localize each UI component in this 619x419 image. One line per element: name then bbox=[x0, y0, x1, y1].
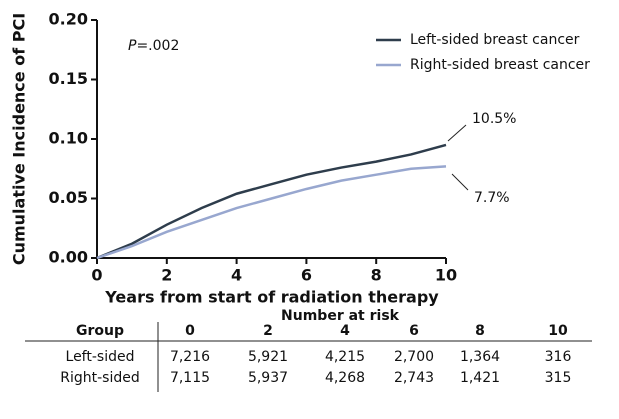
end-label: 7.7% bbox=[474, 190, 510, 206]
y-tick-label: 0.05 bbox=[49, 188, 88, 207]
table-header: 0 bbox=[185, 323, 195, 339]
x-tick-label: 0 bbox=[91, 266, 102, 285]
y-tick-label: 0.00 bbox=[49, 248, 88, 267]
table-cell: Left-sided bbox=[66, 349, 135, 365]
table-header: 10 bbox=[548, 323, 568, 339]
table-cell: 2,743 bbox=[394, 370, 434, 386]
y-tick-label: 0.15 bbox=[49, 69, 88, 88]
end-label: 10.5% bbox=[472, 111, 516, 127]
legend-label: Left-sided breast cancer bbox=[410, 32, 580, 48]
series-line bbox=[96, 143, 447, 260]
table-header: 2 bbox=[263, 323, 273, 339]
x-tick-label: 6 bbox=[301, 266, 312, 285]
table-cell: 7,115 bbox=[170, 370, 210, 386]
x-tick-label: 4 bbox=[231, 266, 242, 285]
table-cell: 4,215 bbox=[325, 349, 365, 365]
table-header: Group bbox=[76, 323, 124, 339]
table-title: Number at risk bbox=[281, 308, 400, 324]
x-axis-title: Years from start of radiation therapy bbox=[104, 288, 439, 307]
p-italic: P bbox=[128, 38, 137, 54]
p-text: =.002 bbox=[136, 38, 179, 54]
table-cell: 5,937 bbox=[248, 370, 288, 386]
table-cell: 1,421 bbox=[460, 370, 500, 386]
x-tick-label: 2 bbox=[161, 266, 172, 285]
table-cell: Right-sided bbox=[60, 370, 140, 386]
x-tick-label: 10 bbox=[435, 266, 457, 285]
table-header: 6 bbox=[409, 323, 419, 339]
leader-line bbox=[447, 124, 467, 142]
table-header: 8 bbox=[475, 323, 485, 339]
p-value: P=.002 bbox=[128, 38, 179, 54]
table-cell: 315 bbox=[545, 370, 572, 386]
y-tick-label: 0.10 bbox=[49, 129, 88, 148]
table-cell: 2,700 bbox=[394, 349, 434, 365]
table-header: 4 bbox=[340, 323, 350, 339]
x-tick-label: 8 bbox=[371, 266, 382, 285]
table-cell: 4,268 bbox=[325, 370, 365, 386]
y-tick-label: 0.20 bbox=[49, 10, 88, 29]
y-axis-title: Cumulative Incidence of PCI bbox=[10, 13, 29, 265]
legend-label: Right-sided breast cancer bbox=[410, 57, 590, 73]
table-cell: 7,216 bbox=[170, 349, 210, 365]
table-cell: 5,921 bbox=[248, 349, 288, 365]
table-cell: 316 bbox=[545, 349, 572, 365]
series-line bbox=[96, 165, 447, 260]
table-cell: 1,364 bbox=[460, 349, 500, 365]
leader-line bbox=[451, 173, 469, 191]
